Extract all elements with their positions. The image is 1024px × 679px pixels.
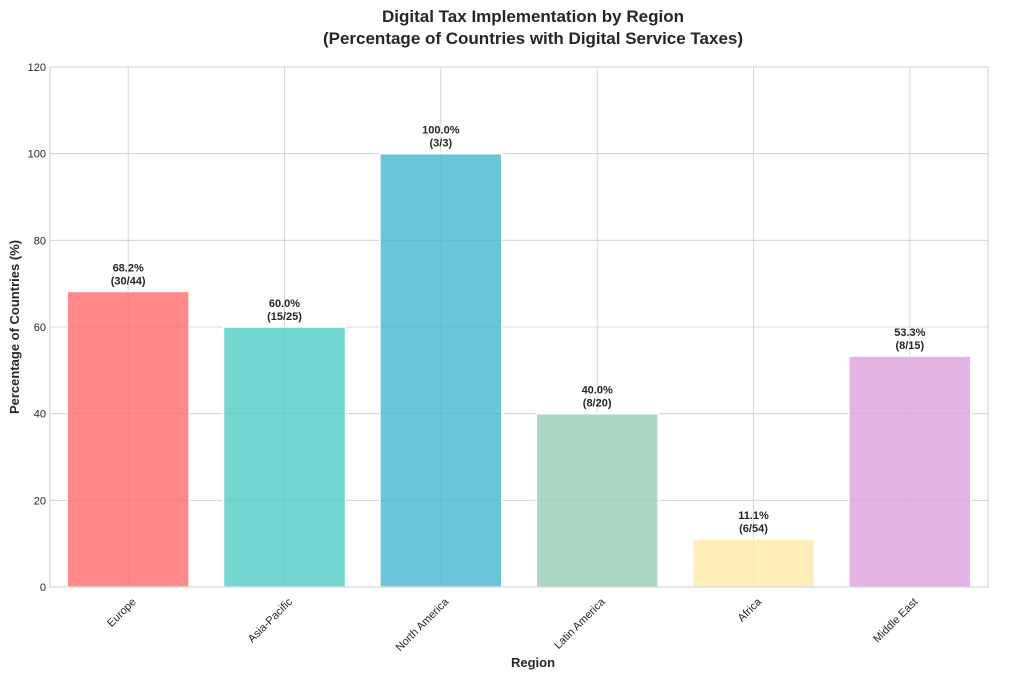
y-tick-label: 120 [28, 62, 46, 74]
chart-title: Digital Tax Implementation by Region [382, 7, 684, 26]
y-tick-label: 0 [40, 582, 46, 594]
data-label-percent: 40.0% [582, 385, 613, 397]
plot-frame [49, 66, 989, 588]
data-label-percent: 68.2% [113, 262, 144, 274]
data-label-count: (3/3) [430, 138, 453, 150]
x-tick-label: Africa [736, 595, 765, 624]
bar [66, 290, 190, 588]
y-tick-label: 40 [34, 409, 46, 421]
chart-subtitle: (Percentage of Countries with Digital Se… [323, 29, 743, 48]
data-label-count: (8/20) [583, 398, 612, 410]
data-label-percent: 11.1% [738, 510, 769, 522]
bar [379, 152, 503, 588]
bar [222, 326, 347, 588]
x-tick-label: Europe [105, 596, 139, 630]
data-label-percent: 60.0% [269, 298, 300, 310]
data-label-percent: 53.3% [894, 327, 925, 339]
grid-lines [50, 66, 988, 588]
data-label-count: (8/15) [895, 340, 924, 352]
x-tick-label: Latin America [552, 595, 608, 651]
x-tick-labels: Europe Asia-Pacific North America Latin Ame… [105, 595, 920, 653]
data-label-count: (15/25) [267, 311, 302, 323]
x-axis-title: Region [511, 655, 555, 670]
y-tick-label: 100 [28, 149, 46, 161]
y-tick-labels: 0 20 40 60 80 100 120 [28, 62, 46, 594]
x-tick-label: North America [394, 595, 452, 653]
y-tick-label: 20 [34, 495, 46, 507]
bars [66, 152, 972, 588]
bar [848, 355, 972, 588]
data-label-count: (30/44) [111, 275, 146, 287]
x-tick-label: Asia-Pacific [246, 596, 295, 645]
bar [535, 412, 659, 588]
y-tick-label: 80 [34, 235, 46, 247]
x-tick-label: Middle East [871, 596, 920, 645]
data-label-percent: 100.0% [422, 125, 460, 137]
data-labels: 68.2%(30/44) 60.0%(15/25) 100.0%(3/3) 40.0%… [111, 125, 926, 535]
data-label-count: (6/54) [739, 523, 768, 535]
y-axis-title: Percentage of Countries (%) [7, 240, 22, 414]
bar [691, 538, 816, 588]
y-tick-label: 60 [34, 322, 46, 334]
